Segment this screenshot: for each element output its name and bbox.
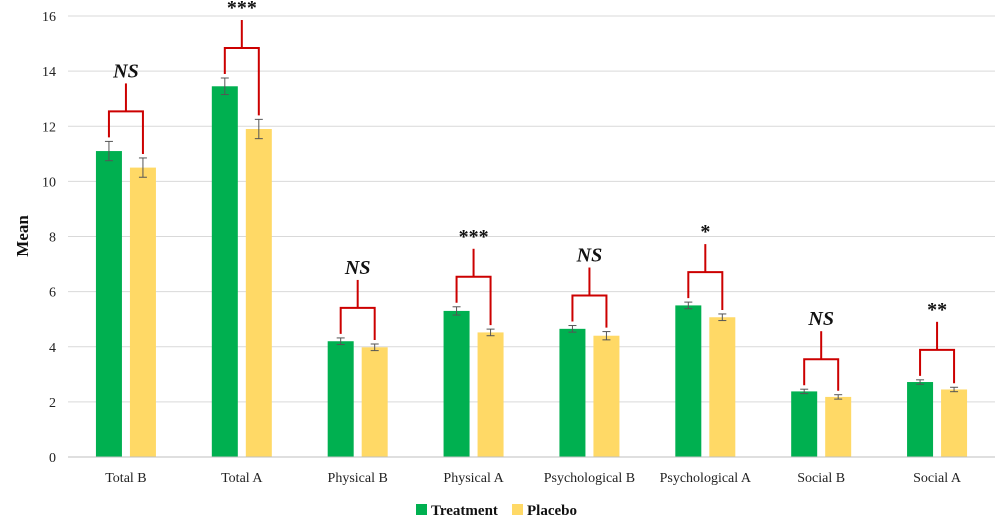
significance-label: NS [112, 60, 139, 82]
y-tick-label: 10 [42, 175, 56, 190]
significance-label: *** [459, 226, 489, 248]
placebo-bar [941, 389, 968, 457]
significance-label: NS [576, 245, 603, 267]
treatment-legend-label: Treatment [431, 503, 498, 519]
y-tick-label: 6 [49, 286, 56, 301]
placebo-bar [825, 396, 852, 457]
x-tick-label: Psychological A [660, 471, 752, 486]
x-tick-label: Total B [105, 471, 146, 486]
y-tick-label: 2 [49, 396, 56, 411]
y-axis-ticks: 0 2 4 6 8 10 12 14 16 [42, 10, 56, 466]
legend: Treatment Placebo [416, 503, 577, 519]
treatment-bar [327, 341, 354, 457]
significance-label: ** [927, 299, 947, 321]
significance-label: * [700, 221, 710, 243]
placebo-bar [593, 335, 620, 457]
significance-label: NS [344, 257, 371, 279]
bars [95, 86, 968, 458]
placebo-legend-swatch [512, 504, 523, 515]
treatment-bar [95, 151, 122, 457]
x-tick-label: Physical B [328, 471, 388, 486]
significance-brackets: NS *** NS *** NS * NS ** [107, 0, 956, 391]
significance-bracket [571, 294, 608, 328]
y-tick-label: 12 [42, 120, 56, 135]
x-tick-label: Physical A [443, 471, 504, 486]
placebo-bar [129, 167, 156, 457]
treatment-bar [791, 391, 818, 457]
y-tick-label: 14 [42, 65, 56, 80]
y-axis-label: Mean [13, 215, 32, 257]
treatment-bar [675, 305, 702, 457]
x-tick-label: Psychological B [544, 471, 635, 486]
x-tick-label: Social B [797, 471, 845, 486]
placebo-bar [709, 317, 736, 457]
x-tick-label: Social A [913, 471, 962, 486]
placebo-bar [361, 347, 388, 457]
gridlines [68, 15, 995, 403]
treatment-bar [211, 86, 238, 458]
significance-label: NS [807, 308, 834, 330]
treatment-bar [907, 382, 934, 457]
significance-bracket [803, 358, 840, 391]
significance-bracket [107, 110, 144, 154]
significance-bracket [687, 271, 724, 310]
y-tick-label: 4 [49, 341, 56, 356]
error-bars [104, 77, 959, 400]
significance-bracket [339, 306, 376, 340]
placebo-bar [477, 332, 504, 457]
placebo-bar [245, 129, 272, 457]
y-tick-label: 0 [49, 451, 56, 466]
significance-label: *** [227, 0, 257, 19]
y-tick-label: 16 [42, 10, 56, 25]
y-tick-label: 8 [49, 231, 56, 246]
significance-bracket [919, 348, 956, 384]
x-axis-labels: Total B Total A Physical B Physical A Psycho… [105, 471, 962, 486]
treatment-bar [559, 328, 586, 457]
x-tick-label: Total A [221, 471, 263, 486]
treatment-bar [443, 310, 470, 457]
placebo-legend-label: Placebo [527, 503, 577, 519]
treatment-legend-swatch [416, 504, 427, 515]
